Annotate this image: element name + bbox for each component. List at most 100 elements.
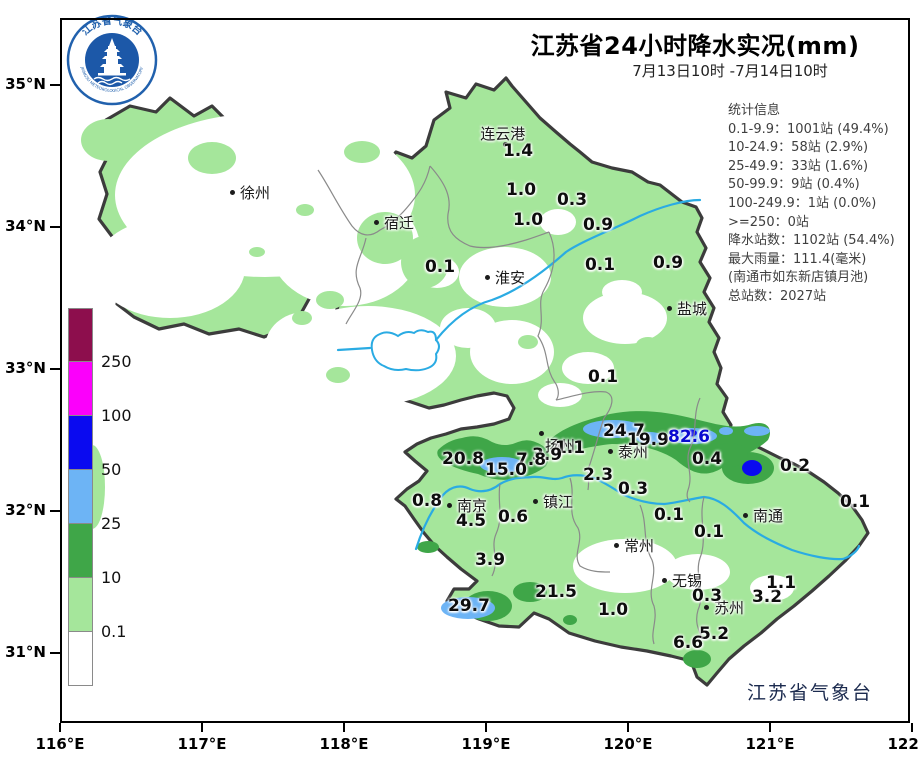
lat-tick-label: 31°N <box>5 643 46 661</box>
lon-tick-label: 119°E <box>461 735 511 753</box>
observatory-credit: 江苏省气象台 <box>746 682 873 704</box>
statistics-line: 总站数：2027站 <box>728 288 827 304</box>
precip-value: 1.1 <box>765 573 797 593</box>
city-dot <box>484 274 490 280</box>
precip-value: 0.2 <box>779 456 811 476</box>
city-label: 盐城 <box>677 300 708 318</box>
lon-tick <box>627 723 629 732</box>
legend-label: 10 <box>101 568 122 587</box>
precip-value: 3.2 <box>751 587 783 607</box>
city-dot <box>373 219 379 225</box>
legend-color-swatch <box>68 578 93 632</box>
precip-value: 0.3 <box>617 479 649 499</box>
lon-tick-label: 118°E <box>319 735 369 753</box>
precip-value: 15.0 <box>485 460 527 480</box>
statistics-line: 降水站数：1102站 (54.4%) <box>728 233 895 249</box>
legend-label: 25 <box>101 514 122 533</box>
statistics-line: (南通市如东新店镇月池) <box>728 270 869 286</box>
precip-value: 19.9 <box>627 430 669 450</box>
precip-value: 0.9 <box>652 253 684 273</box>
lon-tick <box>59 723 61 732</box>
precip-value: 1.0 <box>512 210 544 230</box>
statistics-panel: 统计信息 0.1-9.9：1001站 (49.4%) 10-24.9：58站 (2… <box>728 102 910 307</box>
city-label: 南京 <box>457 497 488 515</box>
city-label: 无锡 <box>672 572 703 590</box>
statistics-header: 统计信息 <box>728 103 781 118</box>
precip-value: 1.0 <box>597 600 629 620</box>
legend-color-swatch <box>68 632 93 686</box>
huai-river <box>336 346 372 352</box>
city-label: 泰州 <box>618 443 649 461</box>
statistics-line: 最大雨量：111.4(毫米) <box>728 251 867 267</box>
city-dot <box>446 502 452 508</box>
observatory-logo-icon: 江苏省气象台 JIANGSU METEOROLOGICAL OBSERVATOR… <box>66 14 158 106</box>
lon-tick-label: 121°E <box>745 735 795 753</box>
statistics-line: 100-249.9：1站 (0.0%) <box>728 195 877 211</box>
legend-color-swatch <box>68 416 93 470</box>
precip-value: 1.1 <box>554 438 586 458</box>
page-title: 江苏省24小时降水实况(mm) <box>530 32 860 60</box>
statistics-lines: 0.1-9.9：1001站 (49.4%) 10-24.9：58站 (2.9%) 2… <box>728 121 910 307</box>
precip-value: 3.9 <box>474 550 506 570</box>
lat-tick <box>50 84 60 86</box>
precip-value: 82.6 <box>668 427 710 447</box>
lat-tick-label: 33°N <box>5 359 46 377</box>
precip-value: 0.8 <box>411 491 443 511</box>
precip-value: 0.1 <box>587 367 619 387</box>
precip-value: 20.8 <box>442 449 484 469</box>
precip-value: 0.6 <box>497 507 529 527</box>
city-dot <box>742 512 748 518</box>
statistics-line: 25-49.9：33站 (1.6%) <box>728 158 869 174</box>
city-dot <box>532 498 538 504</box>
city-label: 淮安 <box>495 269 526 287</box>
precip-value: 0.3 <box>556 190 588 210</box>
lon-tick <box>911 723 913 732</box>
city-dot <box>229 189 235 195</box>
lon-tick <box>343 723 345 732</box>
lon-tick <box>485 723 487 732</box>
precip-value: 1.4 <box>502 141 534 161</box>
precip-value: 0.1 <box>693 522 725 542</box>
precip-value: 7.8 <box>515 450 547 470</box>
no-rain-areas <box>95 113 794 601</box>
lon-tick-label: 116°E <box>35 735 85 753</box>
light-rain-patches <box>79 119 660 529</box>
statistics-line: 0.1-9.9：1001站 (49.4%) <box>728 121 889 137</box>
statistics-line: >=250：0站 <box>728 214 809 230</box>
city-dot <box>607 448 613 454</box>
precip-value: 0.3 <box>691 586 723 606</box>
city-label: 镇江 <box>543 493 574 511</box>
precip-value: 0.9 <box>582 215 614 235</box>
precip-value: 0.1 <box>424 257 456 277</box>
city-dot <box>502 141 508 147</box>
legend-color-swatch <box>68 308 93 362</box>
precip-value: 2.3 <box>582 465 614 485</box>
hongze-lake <box>370 329 440 372</box>
city-dot <box>661 577 667 583</box>
city-label: 常州 <box>624 537 655 555</box>
city-label: 苏州 <box>714 599 745 617</box>
precip-value: 5.2 <box>698 624 730 644</box>
lat-tick <box>50 652 60 654</box>
legend-label: 250 <box>101 352 132 371</box>
page-subtitle: 7月13日10时 -7月14日10时 <box>632 62 828 80</box>
precip-value: 0.1 <box>653 505 685 525</box>
rivers <box>336 198 861 561</box>
lat-tick-label: 35°N <box>5 75 46 93</box>
city-borders <box>317 165 705 645</box>
logo-waves <box>93 76 131 86</box>
lon-tick-label: 122°E <box>887 735 920 753</box>
legend-label: 50 <box>101 460 122 479</box>
legend-color-swatch <box>68 524 93 578</box>
precip-value: 24.7 <box>603 421 645 441</box>
legend-color-swatch <box>68 362 93 416</box>
legend-color-swatch <box>68 470 93 524</box>
precip-value: 21.5 <box>535 582 577 602</box>
legend-label: 0.1 <box>101 622 127 641</box>
precip-value: 1.0 <box>505 180 537 200</box>
lon-tick-label: 117°E <box>177 735 227 753</box>
heavy-rain-patches <box>441 420 770 619</box>
city-label: 连云港 <box>480 125 526 143</box>
